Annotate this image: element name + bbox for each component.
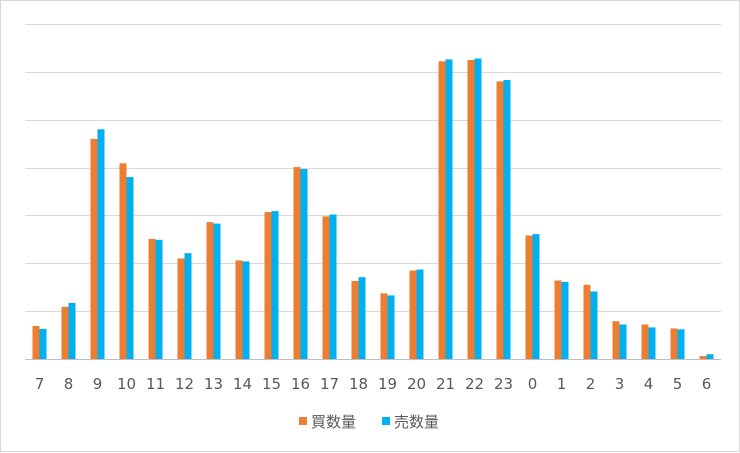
bar-sell-6: [706, 354, 714, 359]
bar-buy-1: [554, 280, 562, 359]
bar-sell-0: [532, 234, 540, 359]
x-tick-label: 12: [175, 375, 194, 393]
bar-buy-20: [409, 270, 417, 359]
x-tick-label: 0: [528, 375, 538, 393]
bar-buy-0: [525, 235, 533, 359]
x-tick-label: 23: [494, 375, 513, 393]
bar-sell-10: [126, 177, 134, 359]
x-tick-label: 14: [233, 375, 252, 393]
bar-sell-7: [39, 328, 47, 359]
bar-sell-1: [561, 281, 569, 359]
x-tick-label: 15: [262, 375, 281, 393]
bar-sell-18: [358, 277, 366, 359]
bar-sell-11: [155, 239, 163, 359]
legend-label-sell: 売数量: [394, 413, 439, 431]
x-tick-label: 10: [117, 375, 136, 393]
x-axis-tick-labels: 7 8 9 10 11 12 13 14 15 16 17 18 19 20 21 22 23 0 1 2 3 4 5 6: [35, 375, 712, 393]
bar-sell-22: [474, 58, 482, 359]
x-tick-label: 11: [146, 375, 165, 393]
bar-sell-20: [416, 269, 424, 359]
bar-sell-9: [97, 129, 105, 359]
bar-buy-11: [148, 238, 156, 359]
bar-buy-5: [670, 328, 678, 359]
x-tick-label: 19: [378, 375, 397, 393]
legend-swatch-buy: [299, 417, 307, 425]
bar-sell-2: [590, 291, 598, 359]
x-tick-label: 5: [673, 375, 683, 393]
bar-buy-4: [641, 324, 649, 359]
bar-buy-14: [235, 260, 243, 359]
bar-buy-6: [699, 356, 707, 359]
bar-buy-3: [612, 321, 620, 359]
bar-buy-10: [119, 163, 127, 359]
bar-buy-9: [90, 138, 98, 359]
bar-sell-23: [503, 80, 511, 359]
x-tick-label: 21: [436, 375, 455, 393]
bar-sell-12: [184, 253, 192, 359]
x-tick-label: 8: [64, 375, 74, 393]
x-tick-label: 4: [644, 375, 654, 393]
legend-label-buy: 買数量: [311, 413, 356, 431]
x-tick-label: 13: [204, 375, 223, 393]
bar-buy-12: [177, 258, 185, 359]
bar-sell-16: [300, 169, 308, 359]
bar-sell-5: [677, 329, 685, 359]
x-tick-label: 1: [557, 375, 567, 393]
bar-sell-4: [648, 327, 656, 359]
x-tick-label: 22: [465, 375, 484, 393]
bar-sell-3: [619, 324, 627, 359]
bar-sell-19: [387, 295, 395, 359]
x-tick-label: 16: [291, 375, 310, 393]
gridlines: [25, 24, 721, 360]
bar-sell-14: [242, 261, 250, 359]
bar-buy-18: [351, 281, 359, 359]
bar-buy-13: [206, 222, 214, 359]
x-tick-label: 3: [615, 375, 625, 393]
bar-buy-19: [380, 293, 388, 359]
bar-sell-13: [213, 223, 221, 359]
bar-buy-16: [293, 167, 301, 359]
x-tick-label: 20: [407, 375, 426, 393]
legend: 買数量 売数量: [299, 413, 439, 431]
x-tick-label: 7: [35, 375, 45, 393]
bar-buy-22: [467, 59, 475, 360]
bar-sell-8: [68, 303, 76, 359]
bar-buy-2: [583, 284, 591, 359]
bar-buy-23: [496, 81, 504, 360]
bar-buy-7: [32, 326, 40, 359]
bar-sell-21: [445, 59, 453, 360]
bar-sell-17: [329, 214, 337, 359]
bars: [32, 58, 714, 360]
bar-buy-8: [61, 306, 69, 359]
bar-buy-15: [264, 212, 272, 359]
x-tick-label: 6: [702, 375, 712, 393]
bar-buy-17: [322, 216, 330, 359]
x-tick-label: 2: [586, 375, 596, 393]
x-tick-label: 18: [349, 375, 368, 393]
bar-sell-15: [271, 211, 279, 359]
x-tick-label: 17: [320, 375, 339, 393]
legend-swatch-sell: [382, 417, 390, 425]
bar-buy-21: [438, 61, 446, 360]
x-tick-label: 9: [93, 375, 103, 393]
